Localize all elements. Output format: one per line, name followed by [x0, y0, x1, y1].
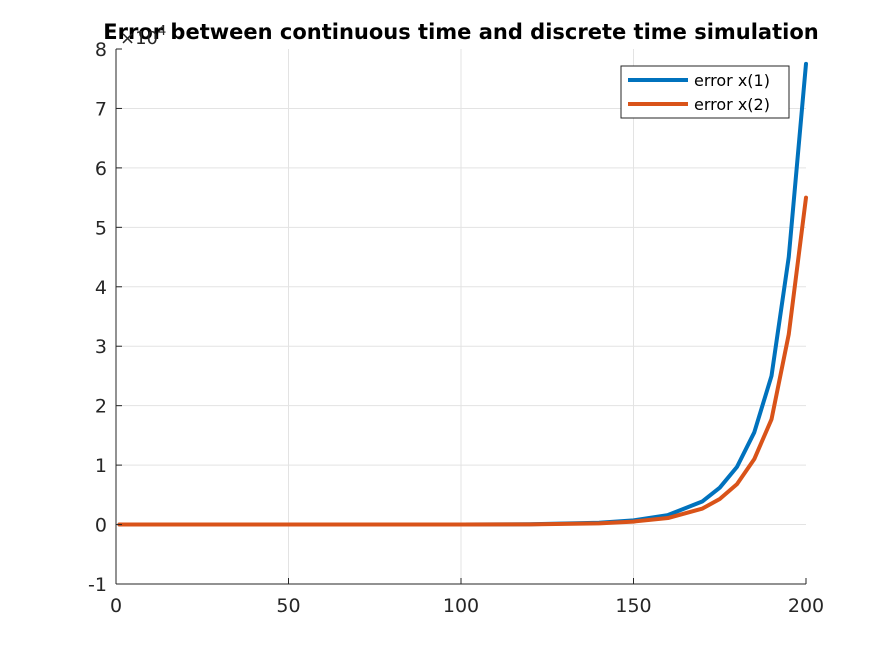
y-exponent-power: 4	[158, 24, 166, 39]
x-tick-label: 0	[110, 595, 122, 617]
grid	[116, 49, 806, 584]
legend-label-error-x2: error x(2)	[694, 95, 770, 114]
legend-label-error-x1: error x(1)	[694, 71, 770, 90]
y-tick-label: -1	[88, 574, 107, 596]
chart-title: Error between continuous time and discre…	[103, 20, 818, 44]
y-tick-label: 6	[95, 158, 107, 180]
x-tick-label: 200	[788, 595, 824, 617]
x-tick-label: 100	[443, 595, 479, 617]
series-line-error-x-2	[117, 195, 808, 527]
y-tick-label: 5	[95, 217, 107, 239]
y-exponent: ×10 4	[120, 24, 166, 49]
y-tick-label: 0	[95, 515, 107, 537]
legend: error x(1) error x(2)	[620, 65, 790, 119]
y-tick-label: 2	[95, 396, 107, 418]
series-layer	[117, 61, 808, 527]
axes	[115, 48, 807, 585]
x-tick-label: 150	[615, 595, 651, 617]
y-tick-label: 4	[95, 277, 107, 299]
y-tick-label: 7	[95, 98, 107, 120]
y-tick-label: 1	[95, 455, 107, 477]
y-tick-label: 3	[95, 336, 107, 358]
legend-box	[620, 65, 790, 119]
x-tick-label: 50	[276, 595, 300, 617]
y-exponent-base: ×10	[120, 28, 158, 49]
y-tick-label: 8	[95, 39, 107, 61]
